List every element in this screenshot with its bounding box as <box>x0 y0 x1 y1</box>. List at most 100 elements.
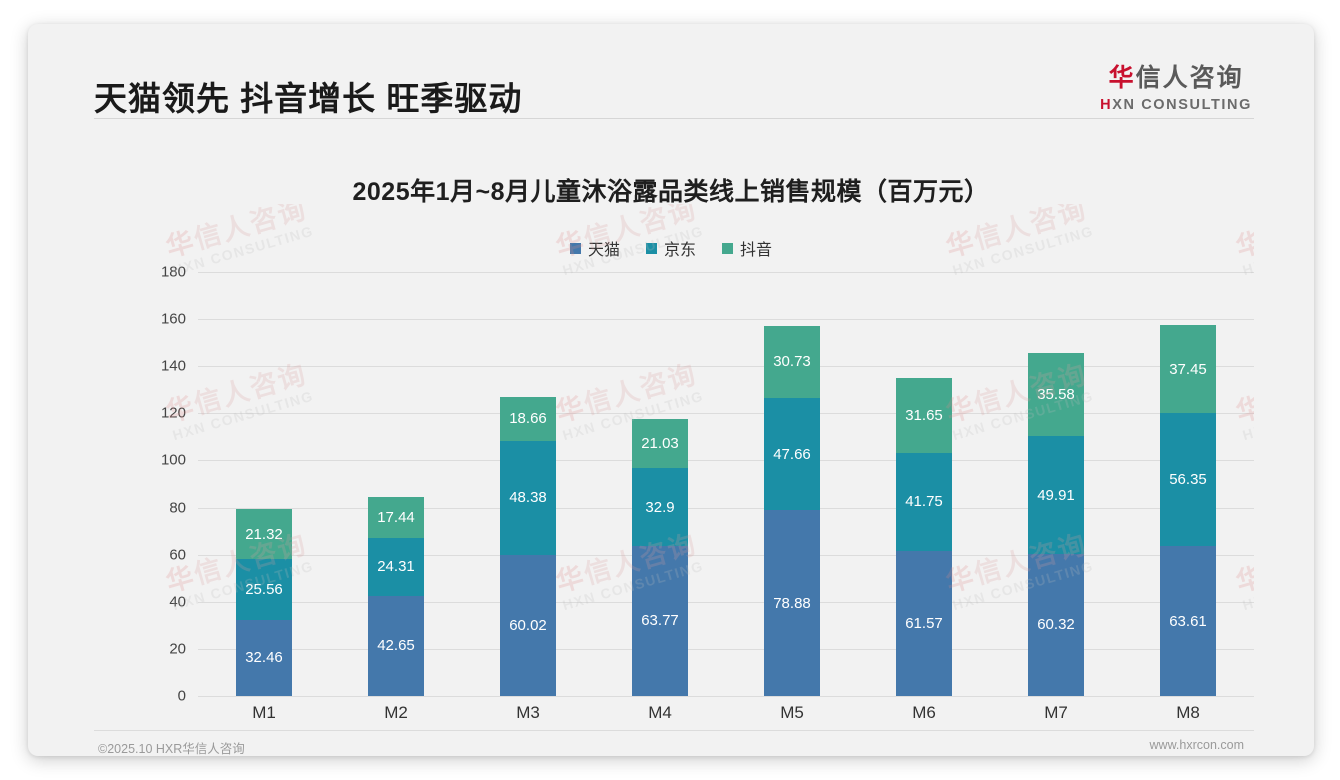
bar-value-label: 35.58 <box>1037 385 1075 403</box>
x-axis-tick-label: M2 <box>384 703 408 722</box>
bar-value-label: 60.32 <box>1037 616 1075 634</box>
chart-bars: 21.32 25.56 32.46 17.44 24.31 42.65 18.66 48.38… <box>198 272 1254 696</box>
bar-segment-京东[interactable]: 25.56 <box>236 559 292 620</box>
bar-segment-京东[interactable]: 47.66 <box>764 397 820 511</box>
bar-value-label: 32.46 <box>245 649 283 667</box>
bar-value-label: 37.45 <box>1169 360 1207 378</box>
bar-value-label: 24.31 <box>377 558 415 576</box>
bar-segment-抖音[interactable]: 31.65 <box>896 378 952 453</box>
legend-item-天猫[interactable]: 天猫 <box>569 236 620 260</box>
gridline <box>198 507 1254 509</box>
logo-english-text: HXN CONSULTING <box>1100 98 1252 113</box>
legend-label: 天猫 <box>587 242 620 259</box>
y-axis-tick-label: 120 <box>160 404 186 422</box>
bar-group[interactable]: 21.32 25.56 32.46 <box>214 272 314 696</box>
x-axis-tick-label: M4 <box>648 703 672 722</box>
gridline <box>198 696 1254 697</box>
bar-value-label: 56.35 <box>1169 471 1207 489</box>
header-divider <box>94 118 1254 119</box>
bar-value-label: 48.38 <box>509 489 547 507</box>
bar-segment-抖音[interactable]: 17.44 <box>368 497 424 539</box>
y-axis-tick-label: 180 <box>160 263 186 281</box>
bar-group[interactable]: 35.58 49.91 60.32 <box>1006 272 1106 696</box>
bar-value-label: 21.32 <box>245 525 283 543</box>
bar-segment-天猫[interactable]: 63.77 <box>632 545 688 696</box>
gridline <box>198 319 1254 321</box>
bar-segment-京东[interactable]: 49.91 <box>1028 436 1084 554</box>
bar-stack: 37.45 56.35 63.61 <box>1160 325 1216 696</box>
x-axis-tick-label: M1 <box>252 703 276 722</box>
bar-segment-京东[interactable]: 56.35 <box>1160 413 1216 547</box>
bar-value-label: 32.9 <box>645 498 675 516</box>
y-axis-tick-label: 60 <box>169 546 186 564</box>
gridline <box>198 460 1254 462</box>
bar-segment-天猫[interactable]: 60.32 <box>1028 553 1084 696</box>
footer-website: www.hxrcon.com <box>1149 738 1244 752</box>
bar-group[interactable]: 30.73 47.66 78.88 <box>742 272 842 696</box>
y-axis-tick-label: 20 <box>169 640 186 658</box>
bar-segment-京东[interactable]: 48.38 <box>500 440 556 555</box>
bar-segment-抖音[interactable]: 37.45 <box>1160 325 1216 414</box>
bar-value-label: 17.44 <box>377 509 415 527</box>
bar-segment-天猫[interactable]: 61.57 <box>896 550 952 696</box>
bar-value-label: 41.75 <box>905 493 943 511</box>
bar-segment-抖音[interactable]: 35.58 <box>1028 352 1084 437</box>
company-logo: 华信人咨询 HXN CONSULTING <box>1100 66 1252 113</box>
y-axis-tick-label: 100 <box>160 451 186 469</box>
slide-card: 天猫领先 抖音增长 旺季驱动 华信人咨询 HXN CONSULTING 2025… <box>28 24 1314 756</box>
logo-h-char: H <box>1100 97 1113 113</box>
bar-value-label: 60.02 <box>509 616 547 634</box>
bar-value-label: 42.65 <box>377 637 415 655</box>
x-axis-tick-label: M8 <box>1176 703 1200 722</box>
bar-group[interactable]: 17.44 24.31 42.65 <box>346 272 446 696</box>
bar-stack: 21.03 32.9 63.77 <box>632 418 688 696</box>
bar-group[interactable]: 21.03 32.9 63.77 <box>610 272 710 696</box>
legend-swatch-icon <box>645 242 657 254</box>
bar-segment-天猫[interactable]: 42.65 <box>368 595 424 696</box>
x-axis-tick-label: M6 <box>912 703 936 722</box>
bar-segment-京东[interactable]: 32.9 <box>632 468 688 546</box>
legend-item-京东[interactable]: 京东 <box>645 236 696 260</box>
bar-segment-抖音[interactable]: 30.73 <box>764 325 820 398</box>
legend-label: 抖音 <box>740 242 773 259</box>
page-title: 天猫领先 抖音增长 旺季驱动 <box>94 80 523 117</box>
bar-stack: 21.32 25.56 32.46 <box>236 509 292 696</box>
chart-x-axis: M1 M2 M3 M4 M5 M6 M7 M8 <box>198 696 1254 730</box>
chart-title: 2025年1月~8月儿童沐浴露品类线上销售规模（百万元） <box>352 178 990 206</box>
bar-group[interactable]: 18.66 48.38 60.02 <box>478 272 578 696</box>
gridline <box>198 366 1254 368</box>
gridline <box>198 413 1254 415</box>
bar-segment-抖音[interactable]: 18.66 <box>500 396 556 441</box>
footer-divider <box>94 730 1254 731</box>
bar-segment-抖音[interactable]: 21.32 <box>236 509 292 560</box>
gridline <box>198 601 1254 603</box>
x-axis-tick-label: M3 <box>516 703 540 722</box>
bar-value-label: 18.66 <box>509 410 547 428</box>
bar-stack: 35.58 49.91 60.32 <box>1028 352 1084 696</box>
bar-value-label: 78.88 <box>773 594 811 612</box>
legend-swatch-icon <box>722 242 733 254</box>
bar-value-label: 47.66 <box>773 445 811 463</box>
bar-value-label: 21.03 <box>641 435 679 453</box>
bar-value-label: 49.91 <box>1037 486 1075 504</box>
bar-group[interactable]: 37.45 56.35 63.61 <box>1138 272 1238 696</box>
y-axis-tick-label: 80 <box>169 499 186 517</box>
bar-segment-抖音[interactable]: 21.03 <box>632 418 688 469</box>
bar-value-label: 61.57 <box>905 614 943 632</box>
y-axis-tick-label: 40 <box>169 593 186 611</box>
bar-segment-天猫[interactable]: 78.88 <box>764 510 820 696</box>
bar-segment-天猫[interactable]: 32.46 <box>236 619 292 696</box>
bar-stack: 30.73 47.66 78.88 <box>764 325 820 696</box>
bar-segment-天猫[interactable]: 63.61 <box>1160 546 1216 696</box>
x-axis-tick-label: M7 <box>1044 703 1068 722</box>
bar-group[interactable]: 31.65 41.75 61.57 <box>874 272 974 696</box>
gridline <box>198 648 1254 650</box>
bar-segment-京东[interactable]: 41.75 <box>896 452 952 551</box>
legend-item-抖音[interactable]: 抖音 <box>722 236 772 260</box>
bar-value-label: 63.77 <box>641 612 679 630</box>
y-axis-tick-label: 0 <box>177 687 186 705</box>
bar-segment-天猫[interactable]: 60.02 <box>500 554 556 696</box>
chart-plot-area: 0 20 40 60 80 100 120 140 160 180 21.32 25.56 32.46… <box>136 264 1254 705</box>
logo-cn-rest: 信人咨询 <box>1135 64 1244 92</box>
bar-segment-京东[interactable]: 24.31 <box>368 538 424 596</box>
